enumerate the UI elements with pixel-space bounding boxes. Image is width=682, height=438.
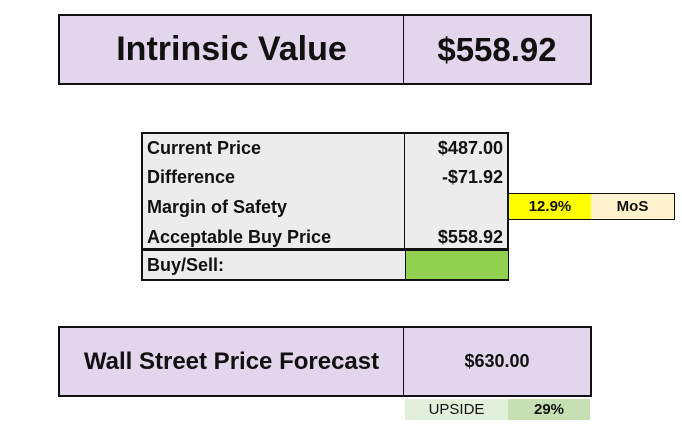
upside-value: 29% bbox=[508, 399, 590, 420]
row-acceptable-buy-price: Acceptable Buy Price $558.92 bbox=[143, 223, 507, 252]
current-price-value: $487.00 bbox=[437, 138, 503, 158]
buy-sell-row: Buy/Sell: bbox=[141, 250, 509, 281]
acceptable-buy-price-value: $558.92 bbox=[437, 227, 503, 247]
difference-value: -$71.92 bbox=[441, 167, 503, 187]
acceptable-buy-price-label: Acceptable Buy Price bbox=[147, 227, 332, 247]
wall-street-forecast-value: $630.00 bbox=[403, 326, 592, 397]
buy-sell-indicator bbox=[405, 251, 508, 279]
row-current-price: Current Price $487.00 bbox=[143, 134, 507, 163]
upside-label: UPSIDE bbox=[405, 399, 508, 420]
mos-percentage: 12.9% bbox=[508, 193, 592, 220]
wall-street-forecast-label: Wall Street Price Forecast bbox=[58, 326, 405, 397]
row-difference: Difference -$71.92 bbox=[143, 163, 507, 192]
difference-label: Difference bbox=[147, 167, 236, 187]
metrics-column-divider bbox=[404, 132, 405, 250]
mos-label: MoS bbox=[591, 193, 675, 220]
current-price-label: Current Price bbox=[147, 138, 262, 158]
buy-sell-label: Buy/Sell: bbox=[147, 255, 225, 275]
intrinsic-value-amount: $558.92 bbox=[403, 14, 592, 85]
valuation-metrics-table: Current Price $487.00 Difference -$71.92… bbox=[141, 132, 509, 250]
row-margin-of-safety: Margin of Safety bbox=[143, 193, 507, 222]
margin-of-safety-label: Margin of Safety bbox=[147, 197, 288, 217]
intrinsic-value-label: Intrinsic Value bbox=[58, 14, 405, 85]
